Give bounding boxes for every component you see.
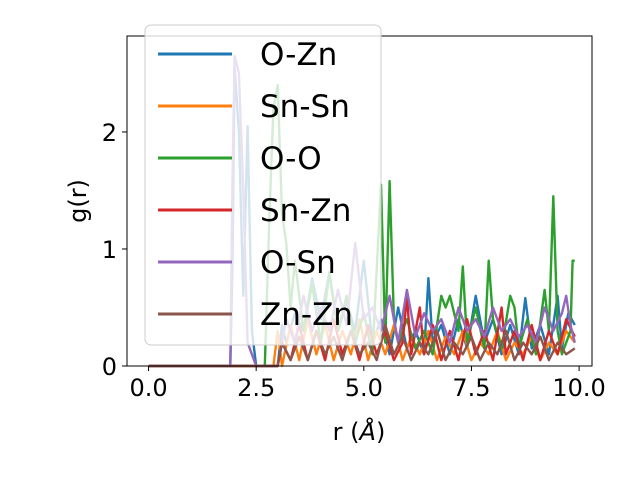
x-tick-label: 2.5	[237, 374, 275, 402]
y-axis-label: g(r)	[64, 179, 92, 223]
y-tick-label: 0	[102, 353, 117, 381]
x-tick-label: 7.5	[452, 374, 490, 402]
x-tick-label: 0.0	[129, 374, 167, 402]
legend-label-o-zn: O-Zn	[260, 37, 337, 73]
x-tick-label: 10.0	[552, 374, 605, 402]
x-tick-label: 5.0	[345, 374, 383, 402]
x-axis: 0.0 2.5 5.0 7.5 10.0	[129, 366, 606, 402]
legend: O-Zn Sn-Sn O-O Sn-Zn O-Sn Zn-Zn	[144, 24, 382, 346]
y-tick-label: 1	[102, 236, 117, 264]
x-axis-label-close: )	[376, 418, 385, 446]
legend-label-o-sn: O-Sn	[260, 245, 336, 281]
y-axis: 0 1 2	[102, 119, 127, 381]
y-tick-label: 2	[102, 119, 117, 147]
x-axis-label-unit: Å	[358, 417, 376, 446]
legend-label-sn-zn: Sn-Zn	[260, 193, 351, 229]
x-axis-label: r (Å)	[333, 417, 386, 446]
x-axis-label-text: r (	[333, 418, 360, 446]
legend-label-zn-zn: Zn-Zn	[260, 297, 353, 333]
legend-label-o-o: O-O	[260, 141, 322, 177]
legend-label-sn-sn: Sn-Sn	[260, 89, 350, 125]
